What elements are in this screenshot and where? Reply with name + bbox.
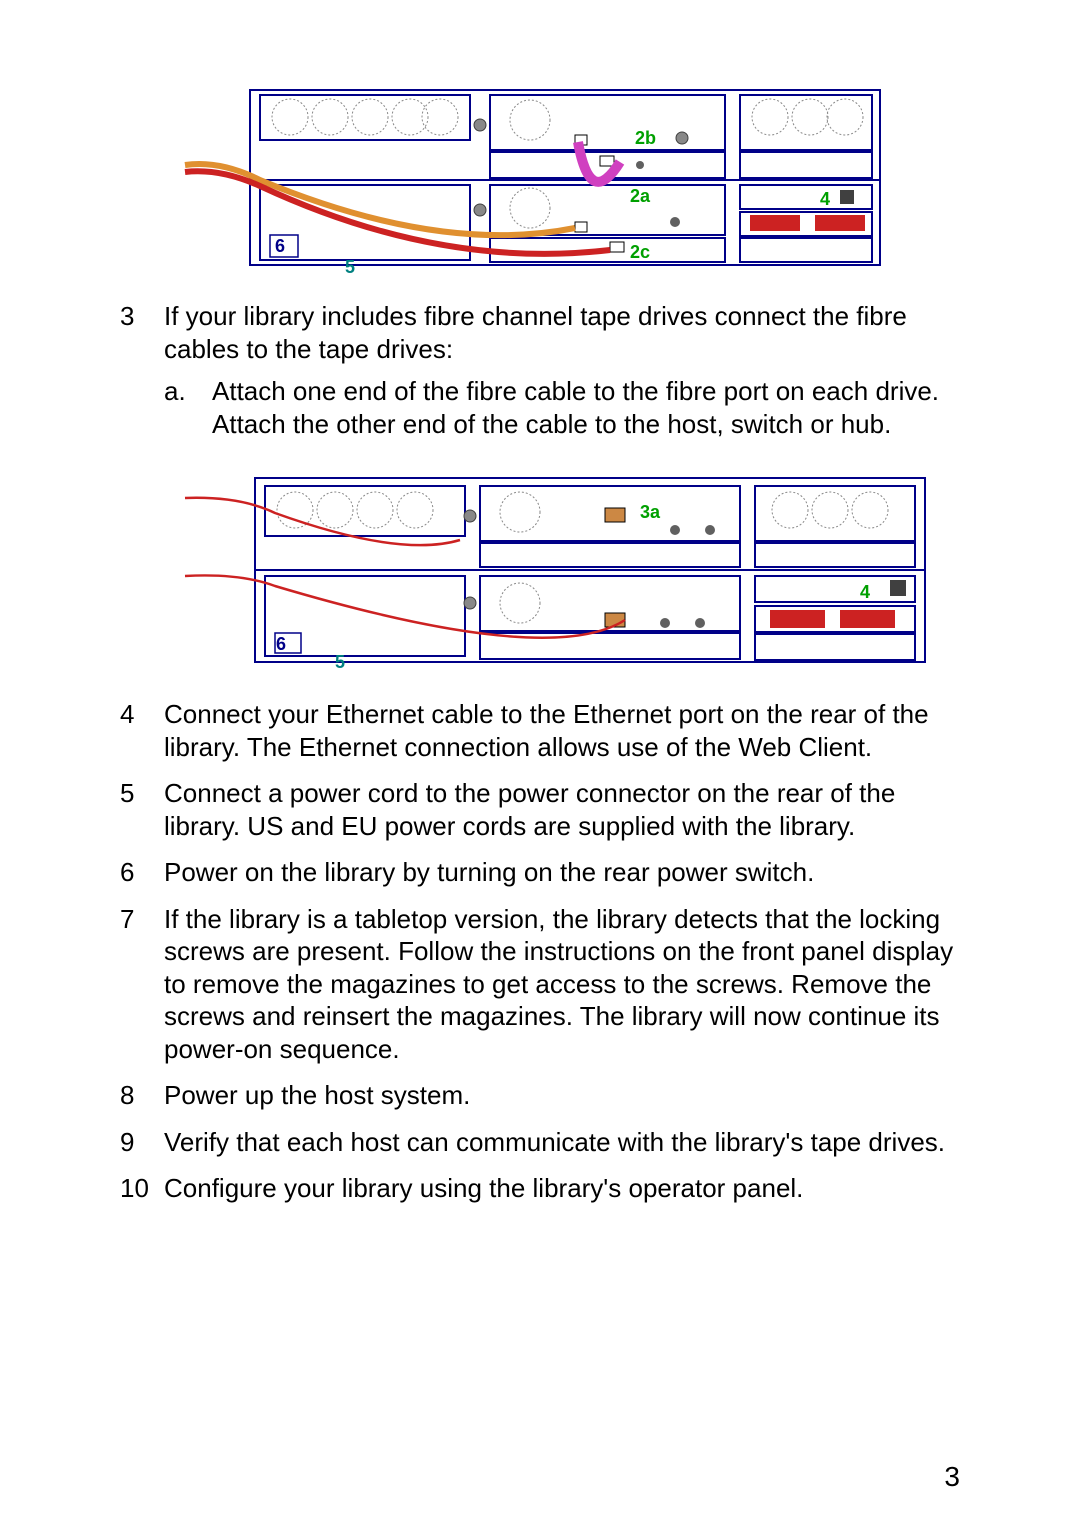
step-4: 4 Connect your Ethernet cable to the Eth… (120, 698, 960, 763)
label-2c: 2c (630, 242, 650, 262)
step-text: Power on the library by turning on the r… (164, 856, 960, 889)
label-5: 5 (345, 257, 355, 275)
step-text: If your library includes fibre channel t… (164, 301, 907, 364)
substep-text: Attach one end of the fibre cable to the… (212, 375, 960, 440)
instruction-list: 3 If your library includes fibre channel… (120, 300, 960, 448)
step-number: 5 (120, 777, 164, 842)
step-number: 9 (120, 1126, 164, 1159)
step-text: Verify that each host can communicate wi… (164, 1126, 960, 1159)
label-4: 4 (860, 582, 870, 602)
substep-number: a. (164, 375, 212, 440)
label-5: 5 (335, 652, 345, 672)
step-3: 3 If your library includes fibre channel… (120, 300, 960, 448)
step-10: 10 Configure your library using the libr… (120, 1172, 960, 1205)
step-text: Power up the host system. (164, 1079, 960, 1112)
step-number: 6 (120, 856, 164, 889)
step-8: 8 Power up the host system. (120, 1079, 960, 1112)
label-2b: 2b (635, 128, 656, 148)
step-text: If the library is a tabletop version, th… (164, 903, 960, 1066)
step-3-sublist: a. Attach one end of the fibre cable to … (164, 375, 960, 440)
step-7: 7 If the library is a tabletop version, … (120, 903, 960, 1066)
cabling-diagram-scsi: 6 5 2b 2a 2c 4 (180, 80, 900, 275)
step-text: Connect a power cord to the power connec… (164, 777, 960, 842)
step-number: 3 (120, 300, 164, 448)
step-3a: a. Attach one end of the fibre cable to … (164, 375, 960, 440)
step-6: 6 Power on the library by turning on the… (120, 856, 960, 889)
step-number: 10 (120, 1172, 164, 1205)
page-number: 3 (944, 1461, 960, 1493)
label-6: 6 (276, 634, 286, 654)
label-3a: 3a (640, 502, 661, 522)
step-9: 9 Verify that each host can communicate … (120, 1126, 960, 1159)
step-number: 4 (120, 698, 164, 763)
label-6: 6 (275, 236, 285, 256)
step-number: 8 (120, 1079, 164, 1112)
step-text: Configure your library using the library… (164, 1172, 960, 1205)
step-number: 7 (120, 903, 164, 1066)
step-5: 5 Connect a power cord to the power conn… (120, 777, 960, 842)
label-4: 4 (820, 189, 830, 209)
step-text: Connect your Ethernet cable to the Ether… (164, 698, 960, 763)
instruction-list-cont: 4 Connect your Ethernet cable to the Eth… (120, 698, 960, 1205)
label-2a: 2a (630, 186, 651, 206)
cabling-diagram-fibre: 3a 4 6 5 (180, 468, 950, 673)
